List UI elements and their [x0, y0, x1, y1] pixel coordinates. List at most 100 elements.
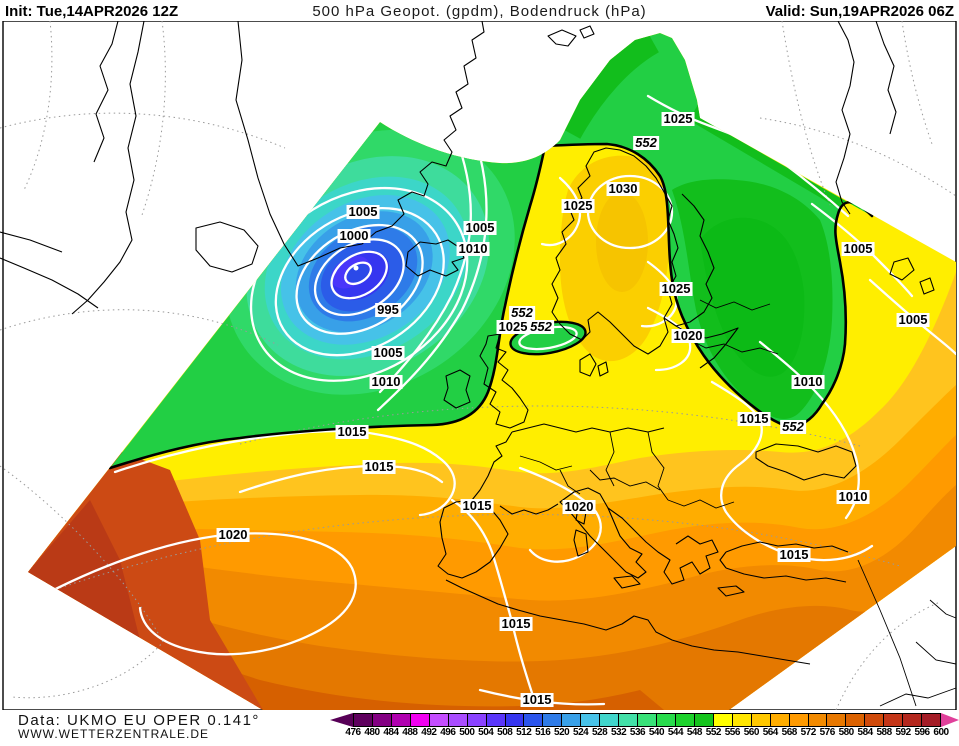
colorbar-tick: 584 — [857, 727, 874, 738]
colorbar-cell — [485, 714, 505, 726]
colorbar-cell — [428, 714, 448, 726]
colorbar-cell — [693, 714, 713, 726]
colorbar-tick: 492 — [421, 727, 437, 738]
finland-coast — [663, 193, 715, 327]
colorbar-cell — [618, 714, 638, 726]
colorbar-left-arrow-icon — [330, 713, 353, 727]
colorbar-tick: 568 — [781, 727, 798, 738]
turkey-coast — [719, 541, 849, 583]
colorbar-cell — [447, 714, 467, 726]
colorbar-cell — [409, 714, 429, 726]
colorbar-cell — [599, 714, 619, 726]
italy-coast — [559, 487, 647, 579]
france-south-coast — [499, 503, 559, 515]
colorbar-cell — [637, 714, 656, 726]
data-source: Data: UKMO EU OPER 0.141° — [18, 712, 260, 729]
coastlines — [0, 20, 935, 665]
colorbar-cell — [674, 714, 694, 726]
colorbar-cell — [523, 714, 543, 726]
colorbar-tick: 560 — [743, 727, 760, 738]
crete-coast — [717, 585, 745, 597]
colorbar-tick: 520 — [554, 727, 570, 738]
init-time: Init: Tue,14APR2026 12Z — [5, 3, 179, 20]
canada-coast — [0, 20, 145, 315]
mideast-borders — [857, 559, 957, 707]
colorbar-cell — [390, 714, 410, 726]
map-title: 500 hPa Geopot. (gpdm), Bodendruck (hPa) — [312, 3, 647, 20]
colorbar-tick: 512 — [516, 727, 532, 738]
colorbar-tick: 600 — [933, 727, 949, 738]
colorbar-cell — [769, 714, 789, 726]
colorbar-cell — [750, 714, 770, 726]
colorbar-tick: 552 — [705, 727, 722, 738]
colorbar-cell — [921, 714, 941, 726]
colorbar-tick: 532 — [610, 727, 627, 738]
colorbar-tick: 576 — [819, 727, 836, 738]
north-europe-coast — [511, 423, 665, 433]
colorbar-cell — [864, 714, 884, 726]
colorbar-tick: 496 — [440, 727, 456, 738]
colorbar-cell — [580, 714, 600, 726]
colorbar-tick: 536 — [629, 727, 646, 738]
colorbar-tick: 592 — [895, 727, 911, 738]
newfoundland-coast — [195, 221, 259, 273]
colorbar-cell — [656, 714, 675, 726]
colorbar-tick: 484 — [383, 727, 399, 738]
lakes — [889, 257, 935, 295]
valid-time: Valid: Sun,19APR2026 06Z — [765, 3, 954, 20]
britain-coast — [479, 333, 529, 429]
colorbar-cells — [353, 713, 941, 727]
colorbar-cell — [542, 714, 562, 726]
denmark-coast — [579, 353, 609, 377]
colorbar-cell — [845, 714, 865, 726]
colorbar-cell — [788, 714, 808, 726]
colorbar-tick: 504 — [478, 727, 494, 738]
iceland-coast — [405, 239, 465, 277]
borders — [519, 299, 957, 707]
colorbar-cell — [807, 714, 827, 726]
iberia-coast — [437, 499, 509, 579]
colorbar-right-arrow-icon — [941, 713, 959, 727]
colorbar-tick-labels: 476 480 484 488 492 496 500 504 508 512 516 520 524 5… — [330, 727, 959, 739]
geopotential-colorbar: 476 480 484 488 492 496 500 504 508 512 516 520 524 5… — [330, 713, 959, 741]
colorbar-tick: 508 — [497, 727, 513, 738]
scandinavia-coast — [551, 147, 679, 355]
colorbar-tick: 516 — [535, 727, 551, 738]
website-url: WWW.WETTERZENTRALE.DE — [18, 727, 209, 741]
colorbar-cell — [731, 714, 751, 726]
novaya-zemlya-coast — [835, 20, 897, 215]
colorbar-cell — [902, 714, 922, 726]
colorbar-tick: 540 — [648, 727, 665, 738]
colorbar-tick: 572 — [800, 727, 817, 738]
africa-coast — [445, 579, 811, 665]
svalbard-coast — [547, 25, 595, 47]
colorbar-tick: 588 — [876, 727, 893, 738]
colorbar-cell — [371, 714, 391, 726]
colorbar-tick: 524 — [573, 727, 589, 738]
geopotential-contours — [108, 142, 874, 470]
colorbar-tick: 544 — [667, 727, 684, 738]
header: Init: Tue,14APR2026 12Z 500 hPa Geopot. … — [0, 0, 959, 21]
colorbar-tick: 548 — [686, 727, 703, 738]
colorbar-tick: 580 — [838, 727, 855, 738]
black-sea-coast — [755, 443, 857, 481]
colorbar-tick: 476 — [345, 727, 361, 738]
france-west-coast — [471, 431, 513, 501]
colorbar-cell — [712, 714, 732, 726]
greenland-coast — [235, 20, 485, 267]
colorbar-tick: 564 — [762, 727, 779, 738]
colorbar-tick: 528 — [591, 727, 608, 738]
colorbar-tick: 556 — [724, 727, 741, 738]
colorbar-cell — [354, 714, 372, 726]
ireland-coast — [443, 369, 471, 409]
balkans-greece-coast — [607, 507, 719, 585]
colorbar-cell — [883, 714, 903, 726]
colorbar-tick: 480 — [364, 727, 380, 738]
colorbar-cell — [504, 714, 524, 726]
colorbar-tick: 500 — [459, 727, 475, 738]
colorbar-tick: 596 — [914, 727, 930, 738]
colorbar-cell — [826, 714, 846, 726]
